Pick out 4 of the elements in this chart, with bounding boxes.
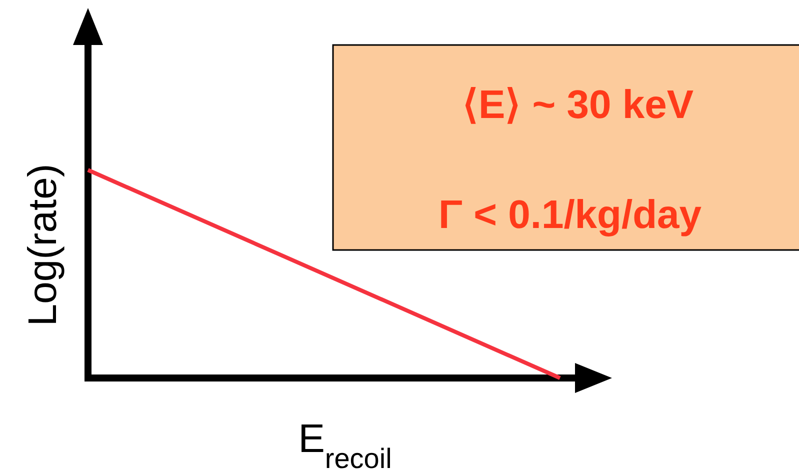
text: ⟨E⟩ ~ 30 keV [462,83,694,127]
y-axis-title: Log(rate) [21,164,65,326]
annotation: Γ < 0.1/kg/day [438,193,702,237]
x-axis-title: E$_{recoil}$ [298,417,392,474]
